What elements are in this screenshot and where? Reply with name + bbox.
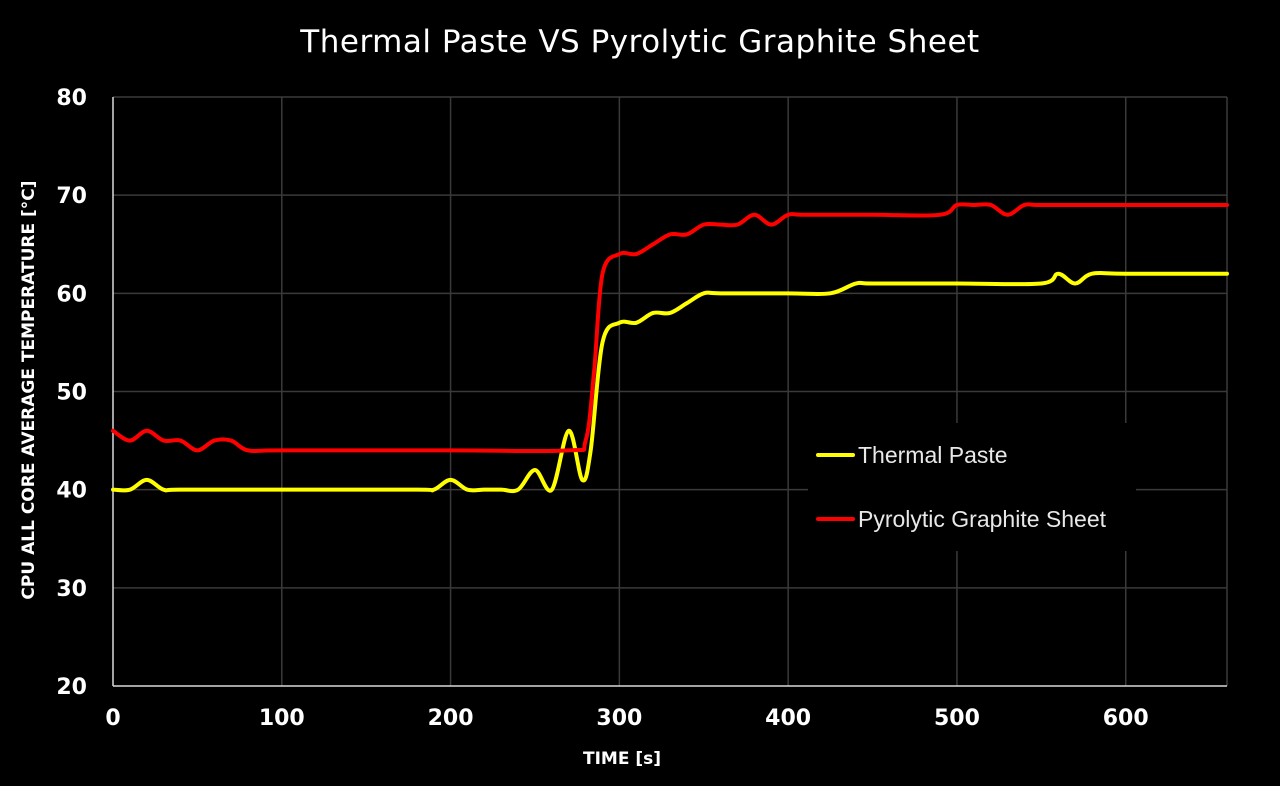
y-axis-label: CPU ALL CORE AVERAGE TEMPERATURE [°C] bbox=[19, 180, 39, 599]
x-tick-label-200: 200 bbox=[428, 706, 474, 731]
y-tick-label-80: 80 bbox=[56, 86, 87, 111]
axes bbox=[112, 97, 1227, 687]
chart-title: Thermal Paste VS Pyrolytic Graphite Shee… bbox=[299, 24, 979, 60]
y-tick-label-30: 30 bbox=[56, 577, 87, 602]
x-tick-label-400: 400 bbox=[765, 706, 811, 731]
legend: Thermal Paste Pyrolytic Graphite Sheet bbox=[808, 423, 1136, 551]
y-tick-label-70: 70 bbox=[56, 184, 87, 209]
legend-label-pyrolytic-graphite-sheet: Pyrolytic Graphite Sheet bbox=[858, 506, 1107, 532]
x-axis-label: TIME [s] bbox=[583, 749, 661, 769]
y-tick-label-20: 20 bbox=[56, 675, 87, 700]
y-tick-label-60: 60 bbox=[56, 282, 87, 307]
tick-labels: 20 30 40 50 60 70 80 0 100 200 300 400 500 600 bbox=[56, 86, 1148, 731]
y-tick-label-50: 50 bbox=[56, 381, 87, 406]
x-tick-label-300: 300 bbox=[596, 706, 642, 731]
x-tick-label-0: 0 bbox=[105, 706, 120, 731]
series-line-pyrolytic-graphite-sheet bbox=[111, 202, 1229, 454]
series-lines bbox=[111, 202, 1229, 494]
x-tick-label-600: 600 bbox=[1103, 706, 1149, 731]
x-tick-label-100: 100 bbox=[259, 706, 305, 731]
y-tick-label-40: 40 bbox=[56, 479, 87, 504]
legend-label-thermal-paste: Thermal Paste bbox=[858, 442, 1008, 468]
x-tick-label-500: 500 bbox=[934, 706, 980, 731]
gridlines bbox=[113, 96, 1228, 686]
legend-background bbox=[808, 423, 1136, 551]
series-line-thermal-paste bbox=[111, 270, 1229, 494]
